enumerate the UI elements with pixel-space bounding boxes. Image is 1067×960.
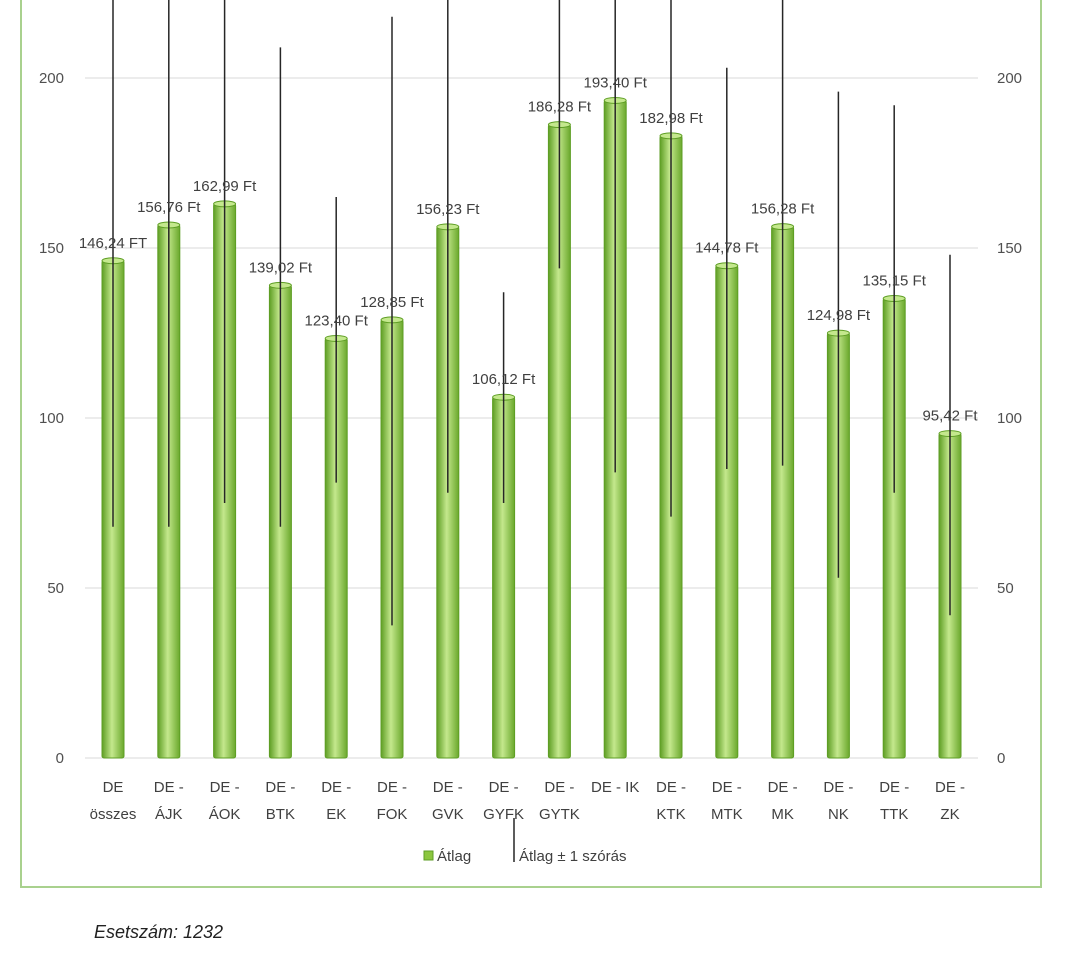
y-axis-left: 0 50 100 150 200 bbox=[39, 70, 64, 767]
data-label: 156,76 Ft bbox=[137, 199, 201, 216]
y-axis-right: 0 50 100 150 200 bbox=[997, 70, 1022, 767]
category-label: GYTK bbox=[539, 806, 580, 823]
x-axis-categories: DE összes DE - ÁJK DE - ÁOK DE - BTK DE - EK DE - F… bbox=[90, 779, 965, 823]
y-tick-label-left: 50 bbox=[47, 580, 64, 597]
category-label: EK bbox=[326, 806, 346, 823]
category-label: TTK bbox=[880, 806, 908, 823]
data-label: 128,85 Ft bbox=[360, 294, 424, 311]
category-label: DE - bbox=[656, 779, 686, 796]
data-label: 156,23 Ft bbox=[416, 201, 480, 218]
category-label: DE - bbox=[712, 779, 742, 796]
data-label: 182,98 Ft bbox=[639, 110, 703, 127]
y-tick-label-left: 100 bbox=[39, 410, 64, 427]
category-label: DE - bbox=[210, 779, 240, 796]
bars bbox=[101, 96, 962, 759]
legend-label-error: Átlag ± 1 szórás bbox=[519, 848, 626, 865]
category-label: KTK bbox=[656, 806, 685, 823]
category-label: DE - bbox=[321, 779, 351, 796]
chart-frame bbox=[20, 0, 1042, 888]
category-label: ÁOK bbox=[209, 806, 241, 823]
category-label: GYFK bbox=[483, 806, 524, 823]
category-label: FOK bbox=[377, 806, 408, 823]
category-label: DE - bbox=[489, 779, 519, 796]
y-tick-label-right: 50 bbox=[997, 580, 1014, 597]
y-tick-label-left: 200 bbox=[39, 70, 64, 87]
category-label: MK bbox=[771, 806, 794, 823]
category-label: DE - bbox=[879, 779, 909, 796]
category-label: DE - bbox=[768, 779, 798, 796]
data-labels: 146,24 FT 156,76 Ft 162,99 Ft 139,02 Ft 123,… bbox=[79, 74, 979, 424]
data-label: 106,12 Ft bbox=[472, 371, 536, 388]
category-label: DE bbox=[103, 779, 124, 796]
y-tick-label-left: 150 bbox=[39, 240, 64, 257]
y-tick-label-left: 0 bbox=[56, 750, 64, 767]
data-label: 139,02 Ft bbox=[249, 259, 313, 276]
category-label: NK bbox=[828, 806, 849, 823]
data-label: 193,40 Ft bbox=[584, 74, 648, 91]
category-label: MTK bbox=[711, 806, 743, 823]
category-label: DE - bbox=[154, 779, 184, 796]
data-label: 144,78 Ft bbox=[695, 240, 759, 257]
category-label: GVK bbox=[432, 806, 464, 823]
data-label: 156,28 Ft bbox=[751, 201, 815, 218]
y-tick-label-right: 100 bbox=[997, 410, 1022, 427]
category-label: BTK bbox=[266, 806, 295, 823]
legend: Átlag Átlag ± 1 szórás bbox=[423, 818, 626, 865]
category-label: összes bbox=[90, 806, 137, 823]
case-count-note: Esetszám: 1232 bbox=[94, 922, 224, 942]
data-label: 124,98 Ft bbox=[807, 307, 871, 324]
category-label: DE - bbox=[935, 779, 965, 796]
category-label: DE - bbox=[433, 779, 463, 796]
bar-chart: 0 50 100 150 200 0 50 100 150 200 146,24 FT 156,7… bbox=[39, 0, 1022, 865]
category-label: DE - bbox=[377, 779, 407, 796]
legend-swatch-mean bbox=[423, 850, 434, 861]
data-label: 95,42 Ft bbox=[922, 408, 978, 425]
y-tick-label-right: 150 bbox=[997, 240, 1022, 257]
data-label: 146,24 FT bbox=[79, 235, 147, 252]
category-label: ÁJK bbox=[155, 806, 183, 823]
data-label: 162,99 Ft bbox=[193, 178, 257, 195]
data-label: 135,15 Ft bbox=[863, 272, 927, 289]
category-label: DE - bbox=[544, 779, 574, 796]
category-label: DE - IK bbox=[591, 779, 639, 796]
data-label: 186,28 Ft bbox=[528, 99, 592, 116]
category-label: ZK bbox=[940, 806, 959, 823]
error-bars bbox=[112, 0, 951, 626]
data-label: 123,40 Ft bbox=[305, 312, 369, 329]
legend-label-mean: Átlag bbox=[437, 848, 471, 865]
y-tick-label-right: 0 bbox=[997, 750, 1005, 767]
y-tick-label-right: 200 bbox=[997, 70, 1022, 87]
category-label: DE - bbox=[265, 779, 295, 796]
category-label: DE - bbox=[823, 779, 853, 796]
